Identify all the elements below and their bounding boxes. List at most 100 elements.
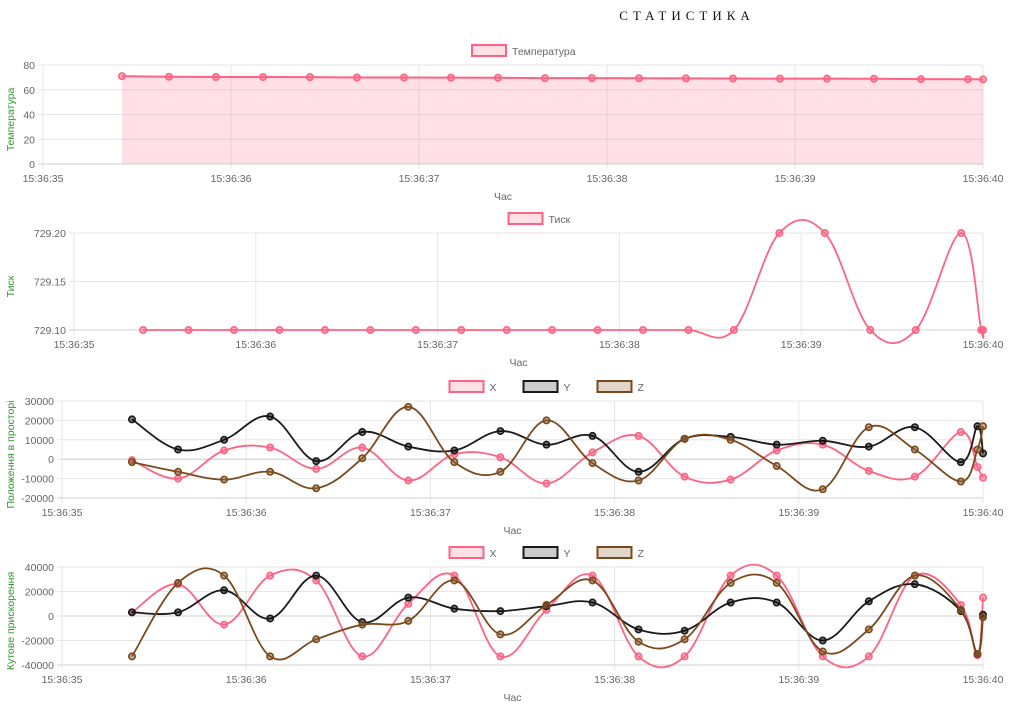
data-point[interactable] — [174, 467, 183, 476]
data-point[interactable] — [220, 571, 229, 580]
data-point[interactable] — [957, 228, 966, 237]
data-point[interactable] — [978, 593, 987, 602]
data-point[interactable] — [312, 484, 321, 493]
data-point[interactable] — [820, 228, 829, 237]
data-point[interactable] — [634, 652, 643, 661]
data-point[interactable] — [634, 431, 643, 440]
data-point[interactable] — [956, 605, 965, 614]
data-point[interactable] — [978, 326, 987, 335]
data-point[interactable] — [864, 466, 873, 475]
data-point[interactable] — [869, 74, 878, 83]
data-point[interactable] — [399, 73, 408, 82]
legend-label[interactable]: X — [490, 548, 497, 560]
data-point[interactable] — [446, 73, 455, 82]
data-point[interactable] — [978, 422, 987, 431]
legend-swatch-тиск[interactable] — [507, 212, 544, 225]
legend-swatch-y[interactable] — [522, 546, 559, 559]
data-point[interactable] — [542, 479, 551, 488]
legend-label[interactable]: Z — [638, 548, 645, 560]
data-point[interactable] — [866, 326, 875, 335]
data-point[interactable] — [818, 647, 827, 656]
legend-swatch-z[interactable] — [596, 380, 633, 393]
data-point[interactable] — [910, 445, 919, 454]
data-point[interactable] — [639, 326, 648, 335]
data-point[interactable] — [916, 75, 925, 84]
data-point[interactable] — [211, 73, 220, 82]
data-point[interactable] — [542, 416, 551, 425]
data-point[interactable] — [910, 580, 919, 589]
data-point[interactable] — [978, 613, 987, 622]
data-point[interactable] — [864, 597, 873, 606]
data-point[interactable] — [956, 458, 965, 467]
data-point[interactable] — [457, 326, 466, 335]
data-point[interactable] — [634, 467, 643, 476]
data-point[interactable] — [910, 571, 919, 580]
data-point[interactable] — [588, 598, 597, 607]
data-point[interactable] — [548, 326, 557, 335]
data-point[interactable] — [174, 578, 183, 587]
legend-swatch-y[interactable] — [522, 380, 559, 393]
data-point[interactable] — [634, 74, 643, 83]
data-point[interactable] — [680, 434, 689, 443]
data-point[interactable] — [411, 326, 420, 335]
data-point[interactable] — [634, 637, 643, 646]
data-point[interactable] — [127, 415, 136, 424]
data-point[interactable] — [956, 428, 965, 437]
data-point[interactable] — [973, 649, 982, 658]
data-point[interactable] — [404, 402, 413, 411]
data-point[interactable] — [726, 475, 735, 484]
data-point[interactable] — [366, 326, 375, 335]
data-point[interactable] — [910, 472, 919, 481]
data-point[interactable] — [822, 74, 831, 83]
legend-label[interactable]: Температура — [512, 46, 576, 58]
data-point[interactable] — [593, 326, 602, 335]
data-point[interactable] — [864, 625, 873, 634]
data-point[interactable] — [496, 427, 505, 436]
data-point[interactable] — [352, 73, 361, 82]
data-point[interactable] — [496, 467, 505, 476]
legend-swatch-x[interactable] — [448, 380, 485, 393]
data-point[interactable] — [818, 485, 827, 494]
data-point[interactable] — [275, 326, 284, 335]
data-point[interactable] — [220, 586, 229, 595]
data-point[interactable] — [978, 473, 987, 482]
data-point[interactable] — [864, 442, 873, 451]
data-point[interactable] — [266, 443, 275, 452]
data-point[interactable] — [164, 72, 173, 81]
data-point[interactable] — [910, 423, 919, 432]
data-point[interactable] — [220, 620, 229, 629]
data-point[interactable] — [184, 326, 193, 335]
data-point[interactable] — [775, 74, 784, 83]
data-point[interactable] — [726, 435, 735, 444]
data-point[interactable] — [726, 578, 735, 587]
data-point[interactable] — [320, 326, 329, 335]
data-point[interactable] — [587, 74, 596, 83]
data-point[interactable] — [174, 474, 183, 483]
legend-swatch-температура[interactable] — [471, 44, 507, 57]
data-point[interactable] — [864, 423, 873, 432]
data-point[interactable] — [973, 445, 982, 454]
data-point[interactable] — [450, 576, 459, 585]
data-point[interactable] — [496, 607, 505, 616]
data-point[interactable] — [312, 635, 321, 644]
data-point[interactable] — [726, 571, 735, 580]
data-point[interactable] — [312, 464, 321, 473]
data-point[interactable] — [818, 636, 827, 645]
data-point[interactable] — [588, 576, 597, 585]
data-point[interactable] — [978, 75, 987, 84]
data-point[interactable] — [127, 652, 136, 661]
data-point[interactable] — [258, 73, 267, 82]
data-point[interactable] — [502, 326, 511, 335]
data-point[interactable] — [540, 74, 549, 83]
data-point[interactable] — [634, 625, 643, 634]
data-point[interactable] — [404, 442, 413, 451]
data-point[interactable] — [266, 467, 275, 476]
data-point[interactable] — [358, 428, 367, 437]
data-point[interactable] — [818, 436, 827, 445]
data-point[interactable] — [729, 326, 738, 335]
data-point[interactable] — [358, 443, 367, 452]
legend-label[interactable]: Y — [564, 548, 571, 560]
data-point[interactable] — [684, 326, 693, 335]
legend-label[interactable]: X — [490, 382, 497, 394]
data-point[interactable] — [772, 571, 781, 580]
